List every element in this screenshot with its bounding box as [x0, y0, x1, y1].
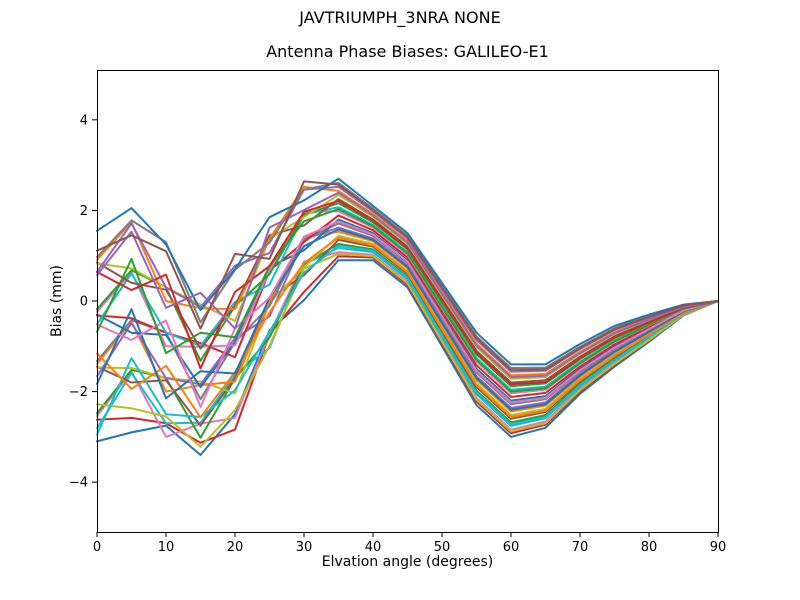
series-line — [96, 208, 719, 393]
series-line — [96, 177, 719, 366]
series-line — [96, 199, 719, 386]
series-line — [96, 252, 719, 448]
x-tick-label: 20 — [227, 540, 244, 555]
series-line — [96, 242, 719, 439]
y-tick-label: 4 — [80, 113, 88, 128]
series-line — [96, 218, 719, 402]
x-tick-label: 0 — [93, 540, 101, 555]
x-tick-label: 10 — [158, 540, 175, 555]
y-tick-label: −4 — [69, 476, 88, 491]
y-tick-label: 0 — [80, 295, 88, 310]
x-axis-label: Elvation angle (degrees) — [321, 554, 494, 570]
series-line — [96, 226, 719, 409]
axes-title: Antenna Phase Biases: GALILEO-E1 — [266, 42, 549, 61]
x-tick-label: 30 — [296, 540, 313, 555]
series-line — [96, 214, 719, 398]
series-line — [96, 234, 719, 417]
series-line — [96, 180, 719, 371]
x-tick-label: 50 — [434, 540, 451, 555]
x-tick-label: 70 — [572, 540, 589, 555]
figure-suptitle: JAVTRIUMPH_3NRA NONE — [299, 8, 501, 27]
x-tick-label: 80 — [641, 540, 658, 555]
axes-frame — [97, 70, 719, 533]
series-line — [96, 220, 719, 408]
series-line — [96, 259, 719, 456]
series-line — [96, 236, 719, 419]
x-tick-label: 60 — [503, 540, 520, 555]
series-line — [96, 228, 719, 411]
x-tick-label: 40 — [365, 540, 382, 555]
y-tick-label: 2 — [80, 204, 88, 219]
series-line — [96, 191, 719, 379]
y-tick-label: −2 — [69, 385, 88, 400]
x-tick-label: 90 — [710, 540, 727, 555]
